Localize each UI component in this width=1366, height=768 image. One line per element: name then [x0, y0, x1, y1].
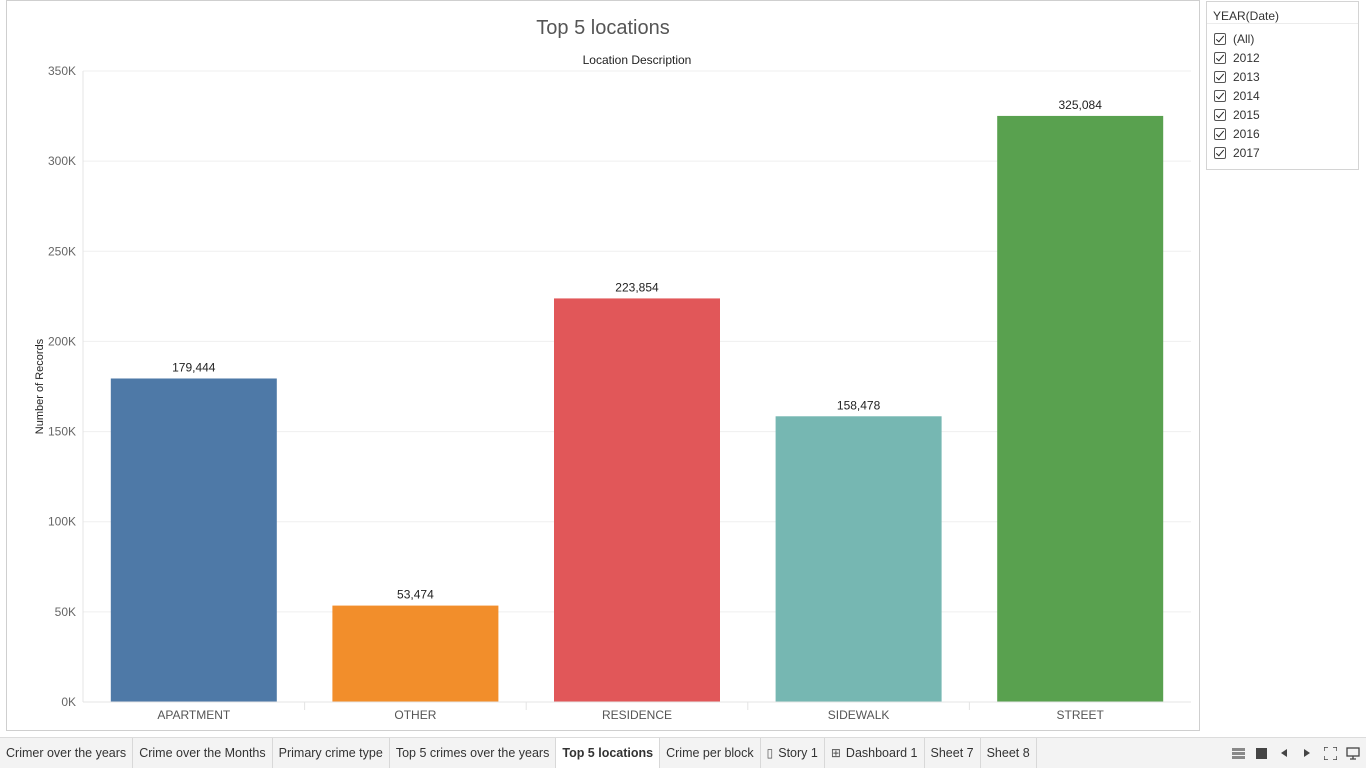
x-tick-label: APARTMENT [157, 708, 231, 722]
y-tick-label: 0K [61, 695, 76, 709]
tab-crime-per-block[interactable]: Crime per block [660, 738, 761, 768]
y-tick-label: 350K [48, 64, 76, 78]
tab-label: Sheet 7 [930, 746, 974, 760]
tab-label: Primary crime type [278, 746, 383, 760]
presentation-icon[interactable] [1346, 746, 1360, 760]
tab-top-5-locations[interactable]: Top 5 locations [556, 738, 661, 768]
bar-value-label: 158,478 [837, 398, 881, 412]
previous-icon[interactable] [1277, 746, 1291, 760]
dashboard-icon: ⊞ [830, 746, 841, 760]
tab-label: Top 5 crimes over the years [395, 746, 550, 760]
tab-top-5-crimes-over-the-years[interactable]: Top 5 crimes over the years [390, 738, 557, 768]
tab-crimer-over-the-years[interactable]: Crimer over the years [0, 738, 134, 768]
sheet-tab-bar: Crimer over the years Crime over the Mont… [0, 737, 1366, 768]
bar-sidewalk [775, 416, 942, 702]
checkbox-checked-icon[interactable] [1214, 70, 1226, 83]
sheet-tabs: Crimer over the years Crime over the Mont… [0, 738, 1366, 768]
x-tick-label: OTHER [394, 708, 436, 722]
fit-screen-icon[interactable] [1323, 746, 1337, 760]
column-header-label: Location Description [583, 53, 692, 67]
y-axis-label: Number of Records [34, 338, 46, 434]
filter-item-label: 2012 [1233, 50, 1260, 65]
filter-item-label: 2017 [1233, 145, 1260, 160]
checkbox-checked-icon[interactable] [1214, 127, 1226, 140]
checkbox-checked-icon[interactable] [1214, 108, 1226, 121]
grid-view-icon[interactable] [1231, 746, 1245, 760]
tab-label: Crime over the Months [139, 746, 266, 760]
filter-item-2016[interactable]: 2016 [1207, 124, 1358, 143]
y-tick-label: 150K [48, 425, 76, 439]
tab-label: Sheet 8 [986, 746, 1030, 760]
tab-sheet-8[interactable]: Sheet 8 [981, 738, 1037, 768]
story-icon: ▯ [766, 746, 774, 760]
filter-item-label: 2015 [1233, 107, 1260, 122]
bar-value-label: 53,474 [397, 588, 434, 602]
checkbox-checked-icon[interactable] [1214, 89, 1226, 102]
tab-label: Top 5 locations [562, 746, 654, 760]
tab-label: Crimer over the years [6, 746, 127, 760]
bar-value-label: 179,444 [172, 360, 216, 374]
tab-label: Crime per block [666, 746, 754, 760]
y-tick-label: 50K [55, 605, 76, 619]
filter-item-2015[interactable]: 2015 [1207, 105, 1358, 124]
bar-chart: Top 5 locations Location Description 0K 50K… [34, 17, 1191, 722]
tab-story-1[interactable]: ▯ Story 1 [761, 738, 825, 768]
filter-item-2014[interactable]: 2014 [1207, 86, 1358, 105]
filter-list: (All) 2012 2013 2014 2015 2016 2017 [1207, 24, 1358, 162]
y-tick-label: 200K [48, 334, 76, 348]
tab-label: Story 1 [778, 746, 818, 760]
filter-item-2012[interactable]: 2012 [1207, 48, 1358, 67]
bar-residence [554, 298, 720, 702]
y-tick-label: 250K [48, 244, 76, 258]
filter-item-label: 2016 [1233, 126, 1260, 141]
checkbox-checked-icon[interactable] [1214, 51, 1226, 64]
year-filter-card: YEAR(Date) (All) 2012 2013 2014 2015 2016 2017 [1206, 1, 1359, 170]
filter-item-label: 2014 [1233, 88, 1260, 103]
tab-primary-crime-type[interactable]: Primary crime type [273, 738, 390, 768]
tab-dashboard-1[interactable]: ⊞ Dashboard 1 [825, 738, 925, 768]
chart-title: Top 5 locations [536, 17, 669, 39]
filter-item-all[interactable]: (All) [1207, 29, 1358, 48]
checkbox-checked-icon[interactable] [1214, 146, 1226, 159]
y-tick-label: 100K [48, 515, 76, 529]
filmstrip-icon[interactable] [1254, 746, 1268, 760]
x-tick-label: SIDEWALK [828, 708, 890, 722]
tab-crime-over-the-months[interactable]: Crime over the Months [133, 738, 273, 768]
filter-item-2017[interactable]: 2017 [1207, 143, 1358, 162]
y-tick-label: 300K [48, 154, 76, 168]
bar-value-label: 223,854 [615, 280, 659, 294]
filter-item-2013[interactable]: 2013 [1207, 67, 1358, 86]
tab-sheet-7[interactable]: Sheet 7 [925, 738, 981, 768]
bar-apartment [110, 378, 277, 702]
bar-value-label: 325,084 [1059, 98, 1103, 112]
bar-other [332, 605, 499, 702]
filter-title: YEAR(Date) [1207, 2, 1358, 24]
bar-street [997, 115, 1164, 703]
chart-viz-area: Top 5 locations Location Description 0K 50K… [6, 0, 1200, 731]
tab-controls [1231, 738, 1360, 768]
filter-item-label: (All) [1233, 31, 1255, 46]
next-icon[interactable] [1300, 746, 1314, 760]
filter-item-label: 2013 [1233, 69, 1260, 84]
x-tick-label: RESIDENCE [602, 708, 672, 722]
checkbox-checked-icon[interactable] [1214, 32, 1226, 45]
x-tick-label: STREET [1057, 708, 1105, 722]
tab-label: Dashboard 1 [845, 746, 918, 760]
